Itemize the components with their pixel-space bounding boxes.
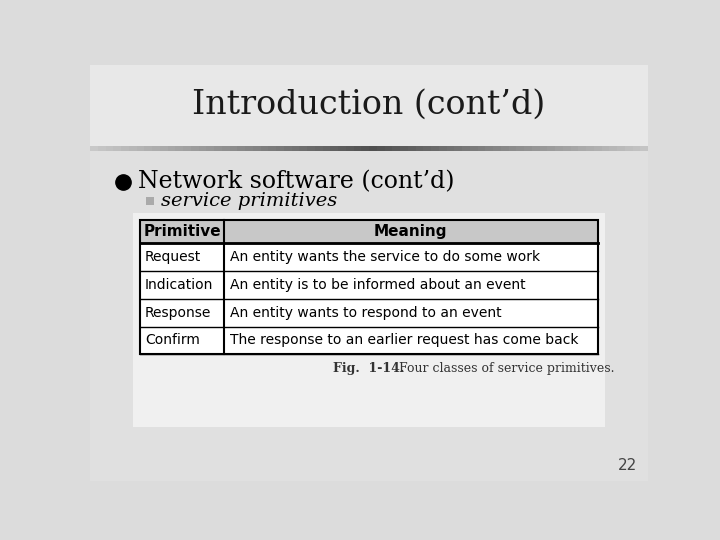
Text: The response to an earlier request has come back: The response to an earlier request has c… (230, 334, 579, 347)
Bar (400, 146, 408, 151)
Bar (121, 146, 129, 151)
Text: 22: 22 (618, 458, 637, 473)
Bar (245, 146, 253, 151)
Bar (377, 146, 385, 151)
Text: An entity is to be informed about an event: An entity is to be informed about an eve… (230, 278, 526, 292)
Bar (90, 146, 98, 151)
Bar (361, 146, 369, 151)
Bar (206, 146, 215, 151)
Bar (113, 146, 122, 151)
Bar (469, 146, 478, 151)
Bar (493, 146, 501, 151)
Bar (253, 146, 261, 151)
Bar (129, 146, 137, 151)
Bar (392, 146, 400, 151)
Bar (601, 146, 610, 151)
Bar (175, 146, 184, 151)
Bar (354, 146, 361, 151)
Bar (346, 146, 354, 151)
Bar (539, 146, 548, 151)
Bar (570, 146, 579, 151)
Bar (477, 146, 485, 151)
Bar (90, 65, 648, 150)
Bar (90, 151, 648, 481)
Bar (307, 146, 315, 151)
Text: Four classes of service primitives.: Four classes of service primitives. (395, 362, 614, 375)
Bar (338, 146, 346, 151)
Bar (140, 220, 598, 354)
Text: service primitives: service primitives (161, 192, 338, 210)
Bar (423, 146, 431, 151)
Bar (168, 146, 176, 151)
Bar (415, 146, 423, 151)
Bar (98, 146, 106, 151)
Bar (516, 146, 524, 151)
Bar (132, 213, 606, 427)
Bar (140, 220, 598, 244)
Bar (609, 146, 617, 151)
Bar (284, 146, 292, 151)
Bar (292, 146, 300, 151)
Bar (183, 146, 191, 151)
Text: Response: Response (145, 306, 212, 320)
Bar (462, 146, 470, 151)
Bar (261, 146, 269, 151)
Bar (594, 146, 602, 151)
Bar (625, 146, 633, 151)
Bar (315, 146, 323, 151)
Bar (137, 146, 145, 151)
Bar (485, 146, 493, 151)
Bar (617, 146, 625, 151)
Bar (106, 146, 114, 151)
Bar (384, 146, 392, 151)
Bar (330, 146, 338, 151)
Bar (438, 146, 447, 151)
Bar (532, 146, 540, 151)
Bar (144, 146, 153, 151)
Bar (500, 146, 509, 151)
Bar (199, 146, 207, 151)
Bar (160, 146, 168, 151)
Text: Primitive: Primitive (143, 225, 221, 239)
Text: An entity wants to respond to an event: An entity wants to respond to an event (230, 306, 502, 320)
Bar (276, 146, 284, 151)
Bar (446, 146, 454, 151)
Bar (408, 146, 416, 151)
Bar (140, 220, 598, 354)
Text: Network software (cont’d): Network software (cont’d) (138, 170, 454, 193)
Bar (524, 146, 532, 151)
Bar (508, 146, 517, 151)
Bar (369, 146, 377, 151)
Bar (563, 146, 571, 151)
Bar (578, 146, 586, 151)
Bar (230, 146, 238, 151)
Bar (454, 146, 462, 151)
Bar (640, 146, 649, 151)
Bar (300, 146, 307, 151)
Bar (145, 197, 153, 205)
Bar (152, 146, 160, 151)
Text: Introduction (cont’d): Introduction (cont’d) (192, 89, 546, 121)
Bar (269, 146, 276, 151)
Bar (586, 146, 594, 151)
Bar (214, 146, 222, 151)
Text: Request: Request (145, 251, 202, 264)
Bar (632, 146, 641, 151)
Bar (547, 146, 555, 151)
Bar (191, 146, 199, 151)
Text: Fig.  1-14.: Fig. 1-14. (333, 362, 405, 375)
Bar (238, 146, 246, 151)
Text: Confirm: Confirm (145, 334, 200, 347)
Text: Indication: Indication (145, 278, 213, 292)
Bar (222, 146, 230, 151)
Bar (555, 146, 563, 151)
Bar (323, 146, 330, 151)
Text: Meaning: Meaning (374, 225, 448, 239)
Bar (431, 146, 439, 151)
Text: An entity wants the service to do some work: An entity wants the service to do some w… (230, 251, 541, 264)
